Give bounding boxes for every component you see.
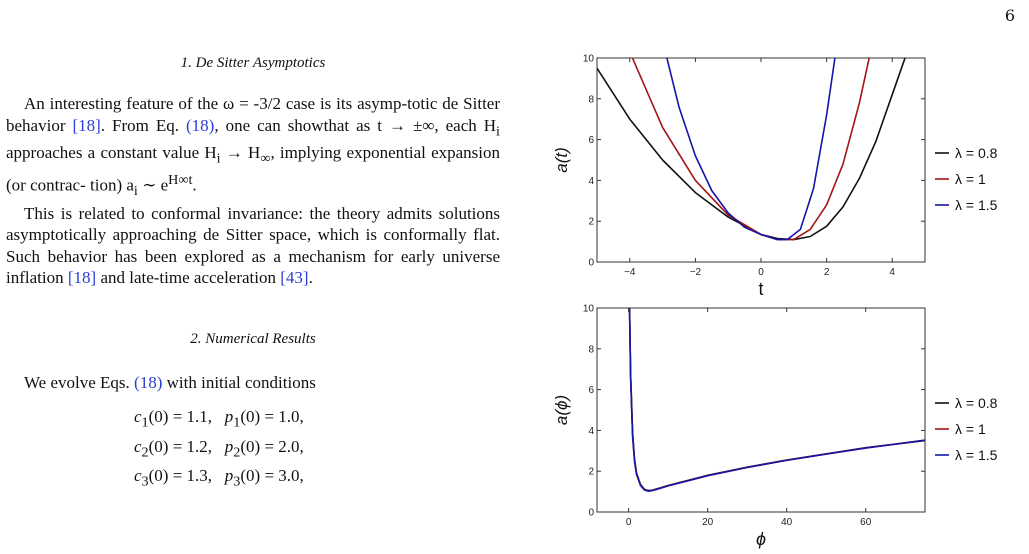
- subscript: i: [133, 183, 138, 200]
- text-span: that as t → ±∞, each H: [323, 115, 497, 135]
- paragraph: This is related to conformal invariance:…: [6, 203, 500, 289]
- series-line: [666, 58, 836, 241]
- legend-label: λ = 1: [955, 421, 986, 437]
- x-tick-label: 0: [758, 267, 764, 278]
- y-axis-label: a(ϕ): [552, 395, 571, 425]
- paragraph: We evolve Eqs. (18) with initial conditi…: [6, 372, 500, 394]
- y-tick-label: 10: [583, 304, 595, 315]
- equation-ref-link[interactable]: (18): [186, 115, 215, 135]
- y-tick-label: 0: [588, 258, 594, 269]
- citation-link[interactable]: [18]: [67, 268, 97, 288]
- series-line: [628, 308, 925, 492]
- text-span: with initial conditions: [162, 372, 316, 392]
- equation-ref-link[interactable]: (18): [134, 372, 163, 392]
- x-axis-label: ϕ: [756, 529, 766, 549]
- text-span: → H: [220, 143, 261, 163]
- section-title: 2. Numerical Results: [190, 330, 316, 347]
- text-span: H: [204, 143, 217, 163]
- subscript: ∞: [260, 150, 271, 167]
- citation-link[interactable]: [18]: [72, 115, 101, 135]
- plot-frame: [596, 307, 926, 513]
- subscript: 2: [141, 444, 149, 461]
- chart-a-of-phi: 0 20 40 60 0 2 4 6 8 10 ϕ a(ϕ) λ = 0.8 λ = 1 λ = 1.5: [552, 304, 998, 550]
- subscript: 2: [233, 444, 241, 461]
- subscript: 3: [233, 473, 241, 490]
- text-span: p: [224, 436, 234, 456]
- text-span: ∼ e: [137, 175, 169, 195]
- text-span: .: [192, 175, 197, 195]
- text-span: (0) = 1.3,: [148, 466, 213, 486]
- y-tick-label: 4: [588, 426, 594, 437]
- series-group: [597, 58, 906, 241]
- text-span: . From Eq.: [100, 115, 186, 135]
- y-tick-label: 10: [583, 54, 595, 65]
- page-number: 6: [1004, 6, 1015, 25]
- legend-label: λ = 0.8: [955, 145, 998, 161]
- text-span: This is related to conformal invariance:…: [24, 203, 381, 223]
- text-span: (0) = 1.0,: [240, 407, 304, 427]
- text-span: .: [308, 268, 313, 288]
- text-column: 1. De Sitter Asymptotics An interesting …: [6, 55, 500, 494]
- text-span: and late-time acceleration: [100, 268, 281, 288]
- text-span: p: [224, 407, 234, 427]
- y-axis-label: a(t): [552, 147, 571, 173]
- series-group: [628, 308, 925, 492]
- y-tick-label: 4: [588, 176, 594, 187]
- y-tick-label: 2: [588, 217, 594, 228]
- text-span: (0) = 1.2,: [148, 436, 213, 456]
- subscript: 3: [141, 473, 149, 490]
- text-span: (0) = 3.0,: [240, 466, 304, 486]
- x-tick-label: 40: [781, 517, 793, 528]
- text-span: totic de Sitter behavior: [6, 94, 500, 135]
- text-span: We evolve Eqs.: [24, 372, 135, 392]
- x-tick-label: 4: [889, 267, 895, 278]
- text-span: p: [224, 466, 234, 486]
- x-tick-label: 2: [824, 267, 830, 278]
- subscript: 1: [233, 414, 241, 431]
- x-tick-label: −2: [690, 267, 702, 278]
- text-span: approaches a constant value: [6, 143, 200, 163]
- text-span: (0) = 1.1,: [148, 407, 213, 427]
- subscript: i: [496, 122, 500, 139]
- y-tick-label: 8: [588, 344, 594, 355]
- text-span: c: [134, 436, 142, 456]
- text-span: , implying exponential expansion (or con…: [6, 143, 500, 195]
- y-tick-label: 6: [588, 135, 594, 146]
- text-span: An interesting feature of the ω = -3/2 c…: [24, 94, 408, 113]
- subscript: i: [216, 150, 221, 167]
- subscript: 1: [141, 414, 149, 431]
- text-span: tion) a: [90, 175, 134, 195]
- citation-link[interactable]: [43]: [280, 268, 309, 288]
- series-line: [597, 58, 906, 241]
- text-span: c: [134, 407, 142, 427]
- legend-label: λ = 1.5: [955, 447, 998, 463]
- section-title: 1. De Sitter Asymptotics: [180, 55, 326, 71]
- equation-line: c1(0) = 1.1, p1(0) = 1.0,: [134, 405, 500, 434]
- x-tick-label: 20: [702, 517, 714, 528]
- y-tick-label: 0: [588, 508, 594, 519]
- paragraph: An interesting feature of the ω = -3/2 c…: [6, 93, 500, 203]
- equation-line: c3(0) = 1.3, p3(0) = 3.0,: [134, 464, 500, 493]
- y-tick-label: 8: [588, 94, 594, 105]
- text-span: admits solutions asymptotically approach…: [6, 203, 501, 245]
- legend-label: λ = 1: [955, 171, 986, 187]
- legend-label: λ = 0.8: [955, 395, 998, 411]
- text-span: c: [134, 466, 142, 486]
- x-axis-label: t: [758, 279, 763, 299]
- text-span: explored as a mechanism for early univer…: [6, 246, 500, 288]
- chart-a-of-t: −4 −2 0 2 4 0 2 4 6 8 10 t a(t) λ = 0.8 λ = 1 λ = 1.5: [552, 54, 998, 300]
- text-span: (0) = 2.0,: [240, 436, 304, 456]
- equation-block: c1(0) = 1.1, p1(0) = 1.0, c2(0) = 1.2, p…: [134, 405, 500, 493]
- x-tick-label: 60: [860, 517, 872, 528]
- x-tick-label: 0: [626, 517, 632, 528]
- text-span: space, which is conformally flat. Such b…: [6, 225, 500, 266]
- y-tick-label: 6: [588, 385, 594, 396]
- superscript: H∞t: [168, 172, 193, 189]
- y-tick-label: 2: [588, 467, 594, 478]
- equation-line: c2(0) = 1.2, p2(0) = 2.0,: [134, 435, 500, 464]
- text-span: , one can show: [214, 115, 324, 135]
- legend-label: λ = 1.5: [955, 197, 998, 213]
- x-tick-label: −4: [624, 267, 636, 278]
